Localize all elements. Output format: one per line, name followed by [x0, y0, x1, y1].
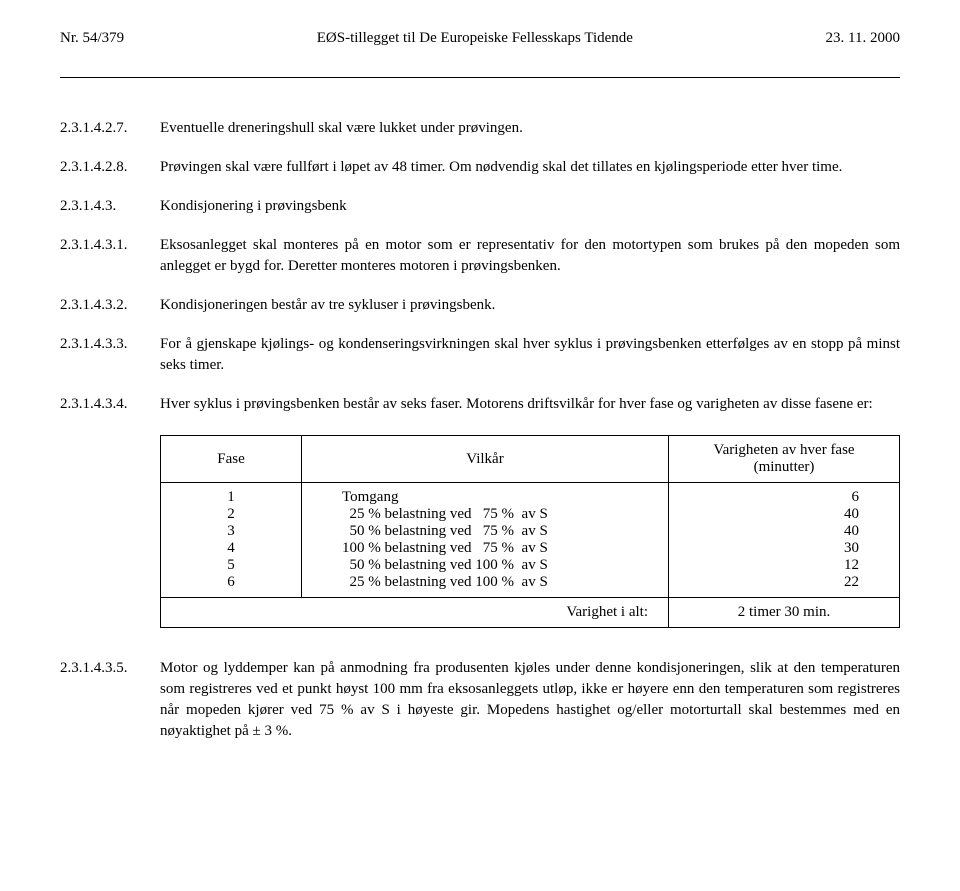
vilkar-value: Tomgang: [342, 489, 658, 506]
section-body: For å gjenskape kjølings- og kondenserin…: [160, 334, 900, 376]
section-number: 2.3.1.4.3.: [60, 196, 160, 217]
total-value: 2 timer 30 min.: [669, 598, 900, 628]
section-number: 2.3.1.4.3.1.: [60, 235, 160, 277]
section-number: 2.3.1.4.3.4.: [60, 394, 160, 415]
section-body: Eksosanlegget skal monteres på en motor …: [160, 235, 900, 277]
col-header-vilkar: Vilkår: [302, 436, 669, 483]
table-total-row: Varighet i alt: 2 timer 30 min.: [161, 598, 900, 628]
varighet-value: 40: [679, 506, 859, 523]
fase-cell-block: 1 2 3 4 5 6: [161, 483, 302, 598]
vilkar-value: 25 % belastning ved 75 % av S: [342, 506, 658, 523]
col-header-fase: Fase: [161, 436, 302, 483]
section: 2.3.1.4.3.3. For å gjenskape kjølings- o…: [60, 334, 900, 376]
section-body: Kondisjoneringen består av tre sykluser …: [160, 295, 900, 316]
varighet-value: 12: [679, 557, 859, 574]
section: 2.3.1.4.2.7. Eventuelle dreneringshull s…: [60, 118, 900, 139]
section-body: Prøvingen skal være fullført i løpet av …: [160, 157, 900, 178]
fase-value: 1: [171, 489, 291, 506]
fase-value: 5: [171, 557, 291, 574]
section-number: 2.3.1.4.2.7.: [60, 118, 160, 139]
section: 2.3.1.4.3.2. Kondisjoneringen består av …: [60, 295, 900, 316]
section-body: Hver syklus i prøvingsbenken består av s…: [160, 394, 900, 415]
section-body: Kondisjonering i prøvingsbenk: [160, 196, 900, 217]
table-header-row: Fase Vilkår Varigheten av hver fase (min…: [161, 436, 900, 483]
vilkar-value: 25 % belastning ved 100 % av S: [342, 574, 658, 591]
varighet-value: 40: [679, 523, 859, 540]
section-number: 2.3.1.4.3.3.: [60, 334, 160, 376]
header-rule: [60, 77, 900, 78]
header-center: EØS-tillegget til De Europeiske Fellessk…: [124, 30, 825, 47]
section: 2.3.1.4.3.4. Hver syklus i prøvingsbenke…: [60, 394, 900, 415]
header-left: Nr. 54/379: [60, 30, 124, 47]
col-header-varighet: Varigheten av hver fase (minutter): [669, 436, 900, 483]
section: 2.3.1.4.2.8. Prøvingen skal være fullfør…: [60, 157, 900, 178]
section: 2.3.1.4.3.1. Eksosanlegget skal monteres…: [60, 235, 900, 277]
header-right: 23. 11. 2000: [826, 30, 900, 47]
fase-value: 2: [171, 506, 291, 523]
section-number: 2.3.1.4.2.8.: [60, 157, 160, 178]
section-body: Eventuelle dreneringshull skal være lukk…: [160, 118, 900, 139]
fase-value: 3: [171, 523, 291, 540]
section: 2.3.1.4.3. Kondisjonering i prøvingsbenk: [60, 196, 900, 217]
section-number: 2.3.1.4.3.5.: [60, 658, 160, 742]
vilkar-value: 50 % belastning ved 75 % av S: [342, 523, 658, 540]
fase-value: 6: [171, 574, 291, 591]
varighet-value: 22: [679, 574, 859, 591]
total-label: Varighet i alt:: [161, 598, 669, 628]
page: Nr. 54/379 EØS-tillegget til De Europeis…: [0, 0, 960, 790]
vilkar-value: 100 % belastning ved 75 % av S: [342, 540, 658, 557]
section: 2.3.1.4.3.5. Motor og lyddemper kan på a…: [60, 658, 900, 742]
vilkar-cell-block: Tomgang 25 % belastning ved 75 % av S 50…: [302, 483, 669, 598]
varighet-value: 6: [679, 489, 859, 506]
section-number: 2.3.1.4.3.2.: [60, 295, 160, 316]
varighet-value: 30: [679, 540, 859, 557]
phase-table: Fase Vilkår Varigheten av hver fase (min…: [160, 435, 900, 628]
varighet-cell-block: 6 40 40 30 12 22: [669, 483, 900, 598]
vilkar-value: 50 % belastning ved 100 % av S: [342, 557, 658, 574]
page-header: Nr. 54/379 EØS-tillegget til De Europeis…: [60, 30, 900, 47]
section-body: Motor og lyddemper kan på anmodning fra …: [160, 658, 900, 742]
fase-value: 4: [171, 540, 291, 557]
